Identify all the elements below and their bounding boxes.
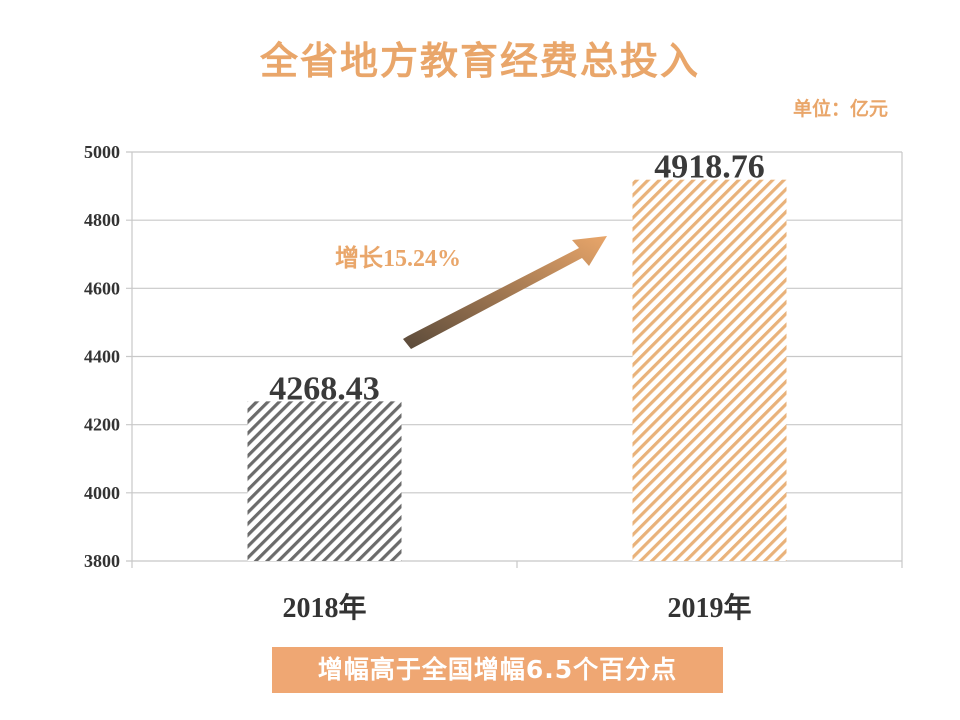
- bar-2: [632, 179, 787, 561]
- data-labels: 4268.43 4918.76: [269, 149, 765, 408]
- y-tick-label: 5000: [84, 142, 120, 162]
- x-category-label: 2019年: [667, 591, 751, 624]
- growth-arrow-group: 增长15.24%: [335, 236, 607, 349]
- data-label: 4918.76: [654, 149, 765, 186]
- data-label: 4268.43: [269, 370, 380, 407]
- x-category-label: 2018年: [282, 591, 366, 624]
- y-tick-label: 4800: [84, 210, 120, 230]
- bar-1: [247, 401, 402, 561]
- chart-title: 全省地方教育经费总投入: [259, 39, 700, 83]
- growth-label: 增长15.24%: [335, 244, 461, 272]
- growth-arrow-icon: [403, 236, 607, 349]
- y-tick-label: 4000: [84, 483, 120, 503]
- y-tick-label: 4400: [84, 347, 120, 367]
- summary-banner: 增幅高于全国增幅6.5个百分点: [272, 647, 723, 693]
- x-axis-categories: 2018年 2019年: [282, 591, 751, 624]
- y-tick-label: 4200: [84, 415, 120, 435]
- y-axis-ticks: 3800 4000 4200 4400 4600 4800 5000: [84, 142, 120, 571]
- y-tick-label: 3800: [84, 551, 120, 571]
- y-tick-label: 4600: [84, 278, 120, 298]
- unit-label: 单位：亿元: [792, 98, 888, 120]
- bars: [247, 179, 787, 561]
